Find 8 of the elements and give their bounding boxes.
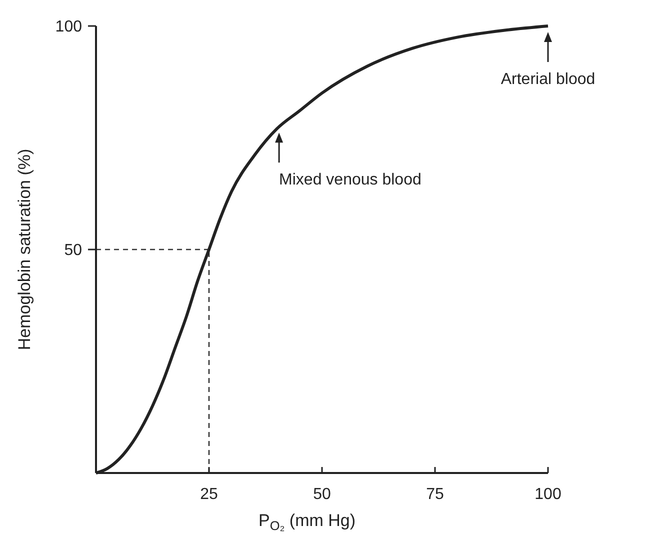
- x-tick-label: 75: [426, 486, 444, 503]
- x-tick-label: 50: [313, 486, 331, 503]
- x-axis-title: P$_{O₂}$ (mm Hg): [258, 511, 356, 533]
- y-axis-title: Hemoglobin saturation (%): [15, 148, 34, 350]
- annotation: Arterial blood: [500, 71, 596, 88]
- x-tick-label: 25: [200, 486, 218, 503]
- x-tick-label: 100: [534, 486, 562, 503]
- annotation: Mixed venous blood: [279, 172, 422, 189]
